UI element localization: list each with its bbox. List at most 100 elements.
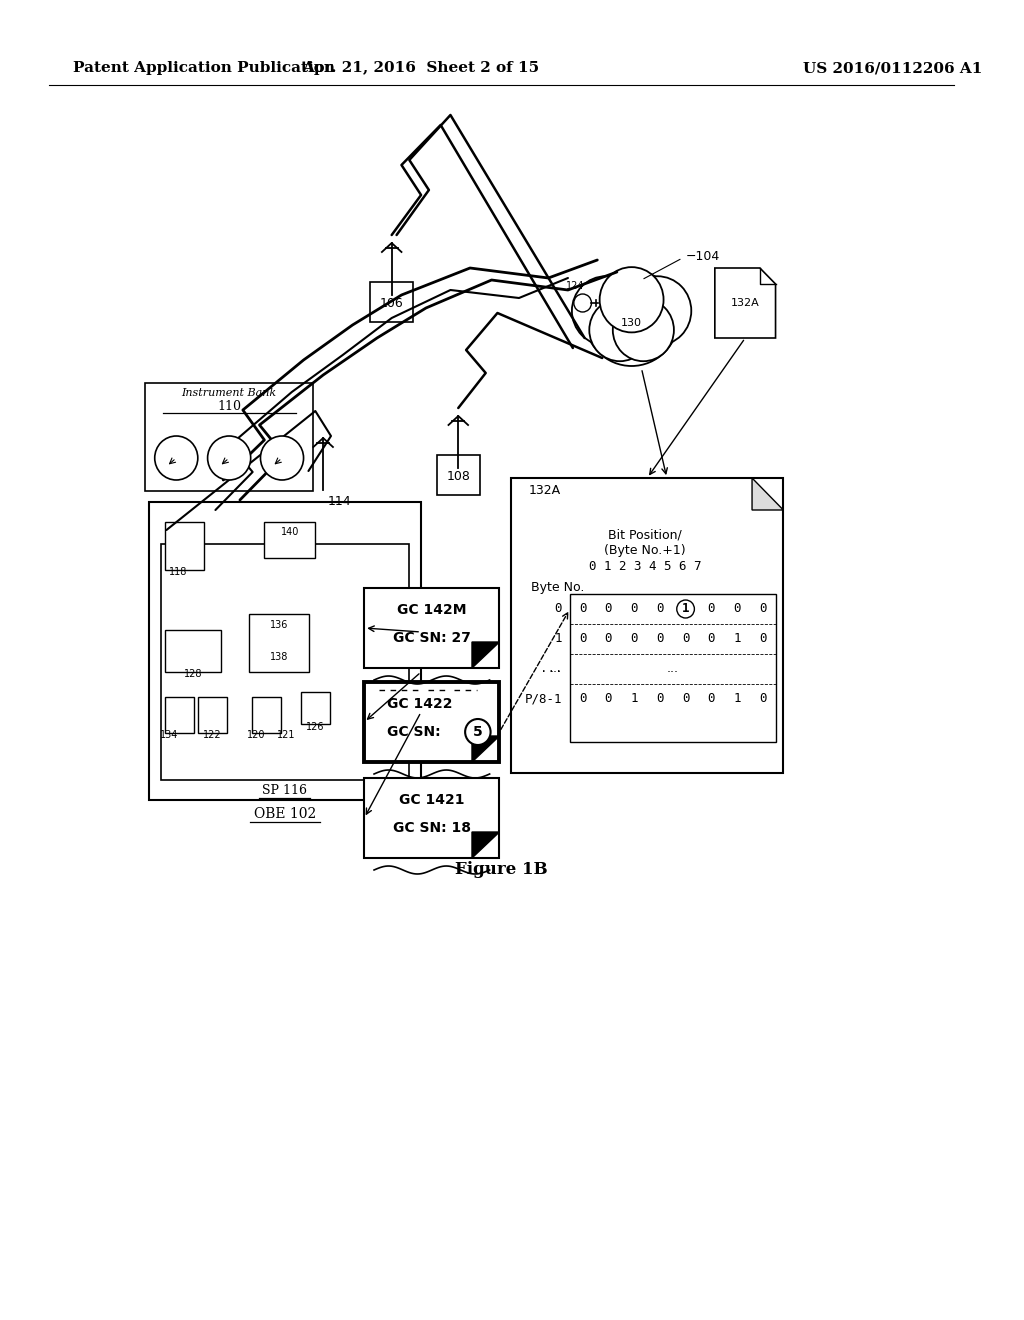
Text: 126: 126 xyxy=(306,722,325,733)
Text: Bit Position/: Bit Position/ xyxy=(608,528,682,541)
Text: 0: 0 xyxy=(631,632,638,645)
Text: GC SN:: GC SN: xyxy=(387,725,441,739)
Text: Apr. 21, 2016  Sheet 2 of 15: Apr. 21, 2016 Sheet 2 of 15 xyxy=(302,61,540,75)
Circle shape xyxy=(572,276,640,346)
Text: 120: 120 xyxy=(248,730,266,741)
Bar xyxy=(570,594,775,742)
Text: 121: 121 xyxy=(276,730,295,741)
Text: ...: ... xyxy=(540,663,562,676)
Circle shape xyxy=(612,298,674,362)
Text: 0: 0 xyxy=(708,602,715,615)
Text: 0: 0 xyxy=(605,602,612,615)
Text: 110: 110 xyxy=(217,400,241,412)
Bar xyxy=(249,614,309,672)
Polygon shape xyxy=(752,478,783,510)
Text: 0: 0 xyxy=(656,632,664,645)
Bar xyxy=(264,521,315,558)
Circle shape xyxy=(624,276,691,346)
Text: 0: 0 xyxy=(656,602,664,615)
Text: 1: 1 xyxy=(682,602,689,615)
Text: 108: 108 xyxy=(446,470,470,483)
Text: 0: 0 xyxy=(708,632,715,645)
Text: GC 1422: GC 1422 xyxy=(387,697,453,711)
Circle shape xyxy=(589,298,650,362)
Text: ...: ... xyxy=(667,663,679,676)
Text: OBE 102: OBE 102 xyxy=(254,807,316,821)
Text: 0: 0 xyxy=(579,632,587,645)
Text: 106: 106 xyxy=(380,297,403,310)
Polygon shape xyxy=(472,737,500,762)
Bar xyxy=(165,697,194,733)
Text: (Byte No.+1): (Byte No.+1) xyxy=(604,544,686,557)
Bar xyxy=(198,697,227,733)
Bar xyxy=(365,587,500,668)
Text: GC 142M: GC 142M xyxy=(397,603,467,616)
Text: 124: 124 xyxy=(565,281,584,290)
Text: 128: 128 xyxy=(183,669,202,678)
Polygon shape xyxy=(472,832,500,858)
Text: P/8-1: P/8-1 xyxy=(524,693,562,705)
Text: 122: 122 xyxy=(203,730,222,741)
Text: Patent Application Publication: Patent Application Publication xyxy=(74,61,336,75)
Bar xyxy=(165,521,204,570)
Text: 0: 0 xyxy=(579,693,587,705)
Text: US 2016/0112206 A1: US 2016/0112206 A1 xyxy=(803,61,982,75)
Circle shape xyxy=(677,601,694,618)
Bar xyxy=(370,282,414,322)
Text: 0: 0 xyxy=(682,693,689,705)
Bar xyxy=(148,502,421,800)
Bar xyxy=(145,383,313,491)
Text: 1: 1 xyxy=(733,632,740,645)
Circle shape xyxy=(600,267,664,333)
Text: Instrument Bank: Instrument Bank xyxy=(181,388,276,399)
Text: Byte No.: Byte No. xyxy=(530,581,584,594)
Text: 1: 1 xyxy=(555,632,562,645)
Text: 0: 0 xyxy=(759,632,766,645)
Bar xyxy=(365,682,500,762)
Text: 1: 1 xyxy=(733,693,740,705)
Text: 130: 130 xyxy=(622,318,642,327)
Bar xyxy=(511,478,783,774)
Bar xyxy=(436,455,480,495)
Text: 134: 134 xyxy=(160,730,178,741)
Text: 0: 0 xyxy=(733,602,740,615)
Text: Figure 1B: Figure 1B xyxy=(455,862,548,879)
Circle shape xyxy=(260,436,303,480)
Text: 0: 0 xyxy=(682,632,689,645)
Text: 1: 1 xyxy=(631,693,638,705)
Text: 0: 0 xyxy=(579,602,587,615)
Circle shape xyxy=(155,436,198,480)
Text: 0: 0 xyxy=(656,693,664,705)
Text: 114: 114 xyxy=(328,495,351,508)
Text: 0: 0 xyxy=(759,693,766,705)
Text: 132A: 132A xyxy=(731,298,760,308)
Bar xyxy=(365,777,500,858)
Text: 0: 0 xyxy=(759,602,766,615)
Text: 136: 136 xyxy=(270,620,289,630)
Text: 0: 0 xyxy=(605,693,612,705)
Text: 118: 118 xyxy=(169,568,187,577)
Bar xyxy=(165,630,221,672)
Text: GC 1421: GC 1421 xyxy=(399,793,465,807)
Polygon shape xyxy=(715,268,775,338)
Bar xyxy=(252,697,281,733)
Circle shape xyxy=(585,271,679,366)
Bar xyxy=(301,692,330,723)
Circle shape xyxy=(573,294,592,312)
Circle shape xyxy=(465,719,490,744)
Text: SP 116: SP 116 xyxy=(262,784,307,796)
Text: 0: 0 xyxy=(631,602,638,615)
Text: −104: −104 xyxy=(685,249,720,263)
Text: 132A: 132A xyxy=(528,483,561,496)
Text: 0 1 2 3 4 5 6 7: 0 1 2 3 4 5 6 7 xyxy=(589,560,701,573)
Text: 0: 0 xyxy=(708,693,715,705)
Text: 138: 138 xyxy=(270,652,289,663)
Polygon shape xyxy=(472,642,500,668)
Text: 5: 5 xyxy=(473,725,482,739)
Text: 0: 0 xyxy=(555,602,562,615)
Text: ...: ... xyxy=(550,663,562,676)
Bar xyxy=(604,296,659,345)
Text: 0: 0 xyxy=(605,632,612,645)
Text: GC SN: 27: GC SN: 27 xyxy=(393,631,471,645)
Text: GC SN: 18: GC SN: 18 xyxy=(393,821,471,836)
